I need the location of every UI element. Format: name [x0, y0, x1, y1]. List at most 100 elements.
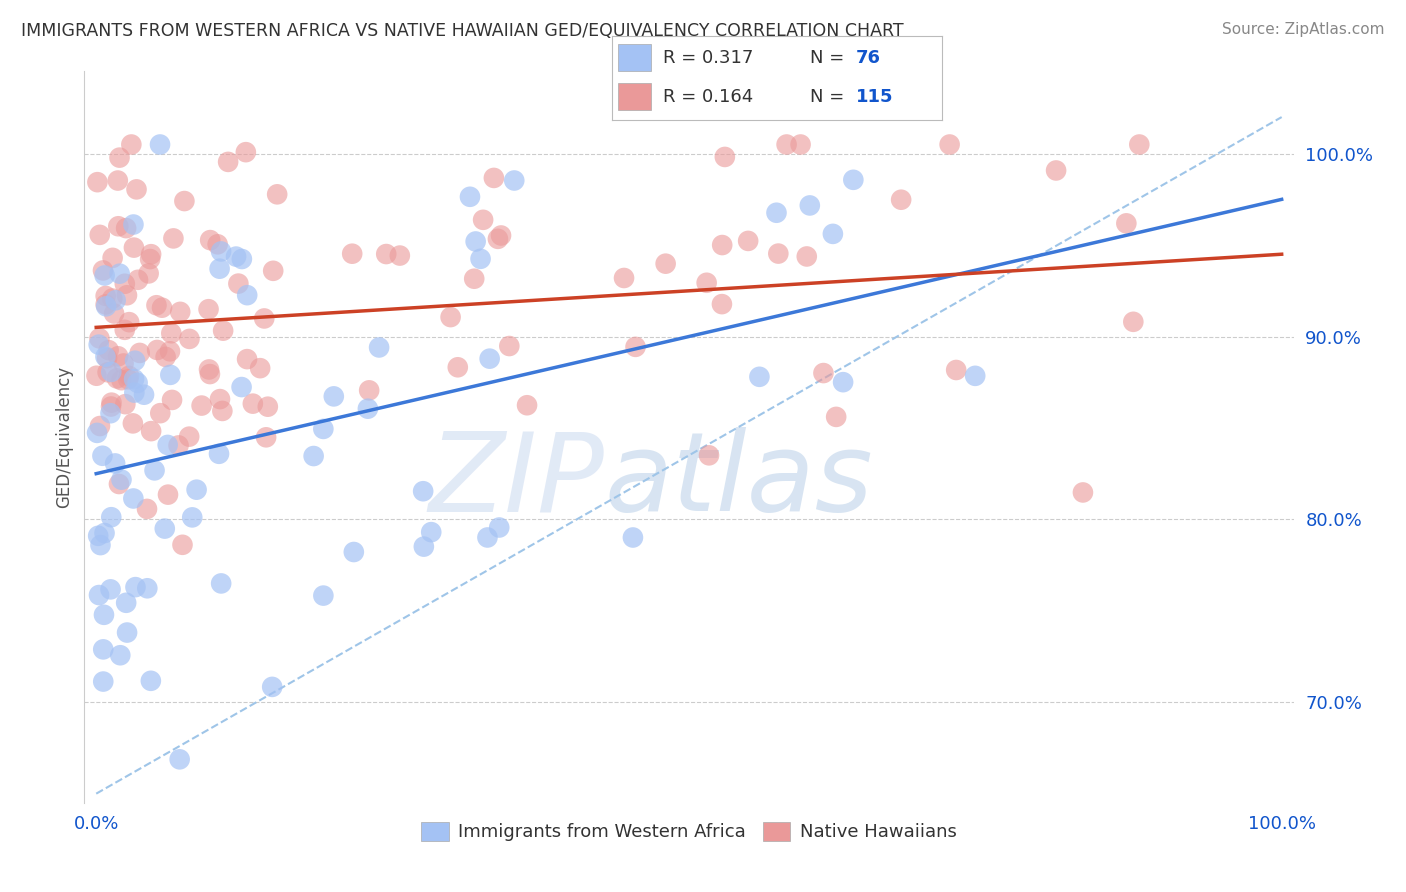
Point: [253, 311, 276, 326]
Point: [114, 323, 136, 337]
Point: [93, 607, 115, 622]
Point: [86, 175, 108, 189]
Point: [86, 425, 108, 440]
Point: [799, 198, 821, 212]
Point: [93, 268, 115, 283]
Point: [91, 449, 114, 463]
Point: [965, 368, 987, 383]
Point: [945, 363, 967, 377]
Point: [208, 392, 231, 406]
Text: 76: 76: [856, 49, 882, 67]
Point: [463, 271, 485, 285]
Point: [150, 301, 173, 315]
Point: [104, 457, 127, 471]
Point: [107, 349, 129, 363]
Point: [1115, 216, 1137, 230]
Point: [186, 483, 208, 497]
Point: [412, 484, 434, 499]
Point: [139, 247, 162, 261]
Point: [108, 477, 131, 491]
Point: [143, 463, 166, 477]
Point: [103, 306, 125, 320]
Point: [832, 375, 855, 389]
Point: [149, 406, 172, 420]
Point: [231, 380, 253, 394]
Text: N =: N =: [810, 87, 849, 105]
Point: [266, 187, 288, 202]
Point: [179, 430, 201, 444]
Text: Source: ZipAtlas.com: Source: ZipAtlas.com: [1222, 22, 1385, 37]
Point: [172, 538, 194, 552]
Point: [236, 352, 259, 367]
Point: [197, 302, 219, 317]
Point: [93, 526, 115, 541]
Point: [110, 373, 132, 387]
Point: [100, 406, 122, 420]
Point: [217, 154, 239, 169]
Point: [498, 339, 520, 353]
Point: [110, 648, 132, 663]
Point: [613, 271, 636, 285]
Bar: [619, 83, 651, 111]
Point: [420, 525, 443, 540]
Point: [249, 361, 271, 376]
Point: [107, 219, 129, 234]
Point: [169, 752, 191, 766]
Point: [160, 326, 183, 341]
Point: [375, 247, 398, 261]
Point: [94, 350, 117, 364]
Point: [488, 520, 510, 534]
Point: [160, 392, 183, 407]
Text: N =: N =: [810, 49, 849, 67]
Point: [765, 206, 787, 220]
Point: [477, 531, 499, 545]
Point: [228, 277, 250, 291]
Point: [159, 344, 181, 359]
Point: [91, 642, 114, 657]
Point: [242, 397, 264, 411]
Point: [714, 150, 737, 164]
Point: [167, 438, 190, 452]
Point: [768, 246, 790, 260]
Point: [262, 264, 284, 278]
Point: [108, 151, 131, 165]
Point: [115, 221, 138, 235]
Text: 115: 115: [856, 87, 894, 105]
Point: [146, 343, 169, 357]
Point: [212, 324, 235, 338]
Point: [122, 218, 145, 232]
Point: [821, 227, 844, 241]
Point: [478, 351, 501, 366]
Point: [105, 371, 128, 385]
Point: [136, 581, 159, 595]
Point: [938, 137, 960, 152]
Point: [125, 182, 148, 196]
Point: [89, 419, 111, 434]
Point: [100, 395, 122, 409]
Point: [100, 582, 122, 597]
Point: [100, 365, 122, 379]
Point: [825, 409, 848, 424]
Point: [132, 388, 155, 402]
Point: [122, 417, 145, 431]
Point: [101, 292, 124, 306]
Point: [209, 576, 232, 591]
Bar: [619, 44, 651, 71]
Point: [340, 246, 363, 260]
Point: [368, 341, 391, 355]
Point: [124, 385, 146, 400]
Point: [127, 273, 149, 287]
Text: R = 0.317: R = 0.317: [662, 49, 754, 67]
Point: [127, 376, 149, 390]
Point: [122, 491, 145, 506]
Point: [94, 299, 117, 313]
Text: R = 0.164: R = 0.164: [662, 87, 754, 105]
Point: [359, 384, 381, 398]
Point: [89, 227, 111, 242]
Point: [388, 249, 411, 263]
Point: [110, 473, 132, 487]
Point: [124, 580, 146, 594]
Point: [412, 540, 434, 554]
Point: [139, 424, 162, 438]
Point: [621, 531, 644, 545]
